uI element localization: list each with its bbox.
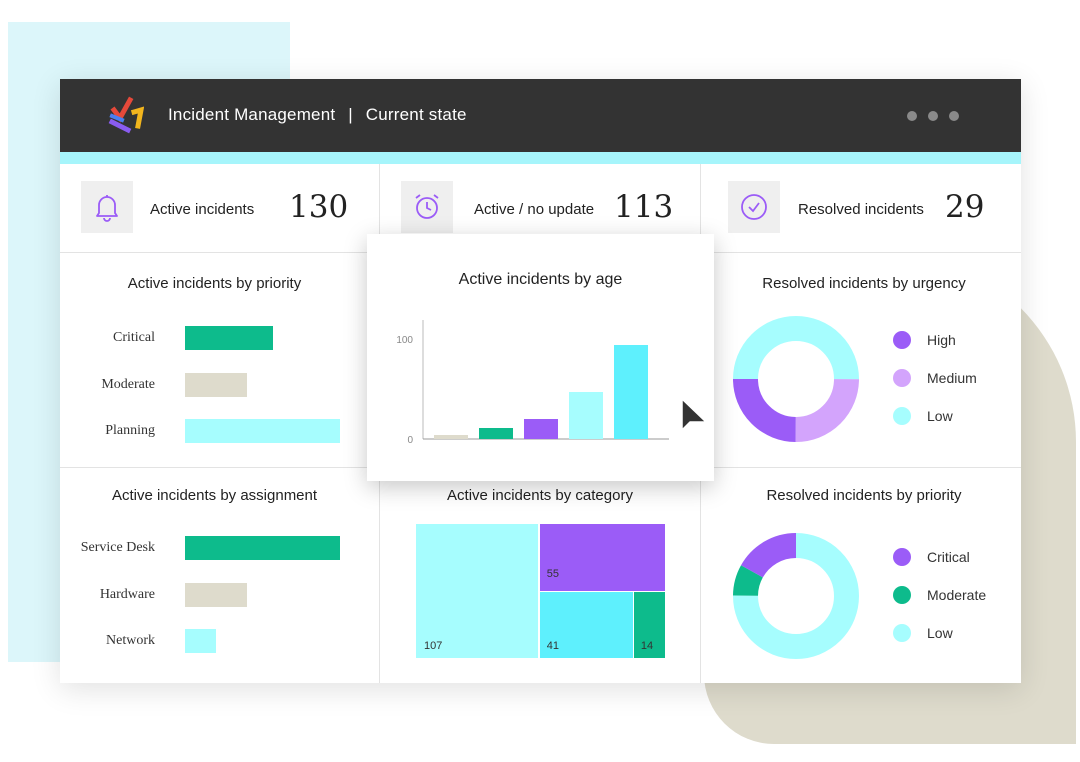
bar-label: Service Desk — [80, 540, 155, 555]
age-bar-chart[interactable]: 0 100 — [367, 234, 714, 481]
age-bar — [434, 435, 468, 439]
bar-label: Hardware — [99, 586, 155, 602]
kpi-label: Resolved incidents — [798, 201, 924, 218]
legend-label: Low — [927, 408, 953, 424]
age-bar — [569, 392, 603, 439]
kpi-value: 29 — [945, 189, 985, 225]
legend-label: Moderate — [927, 587, 987, 603]
kpi-value: 130 — [289, 189, 349, 225]
kpi-label: Active incidents — [150, 201, 255, 218]
legend-swatch — [893, 586, 911, 604]
urgency-donut-chart[interactable] — [733, 316, 859, 442]
y-tick-label: 100 — [396, 335, 413, 346]
bar — [185, 536, 340, 560]
bar — [185, 372, 247, 397]
window-title: Incident Management | Current state — [168, 105, 467, 125]
bell-icon — [81, 181, 133, 233]
kpi-resolved-incidents[interactable]: Resolved incidents 29 — [701, 164, 1021, 252]
panel-title-priority: Active incidents by priority — [127, 275, 302, 292]
treemap-cell — [538, 591, 633, 658]
treemap-cell — [538, 524, 665, 591]
treemap-value: 107 — [424, 640, 443, 652]
bar — [185, 326, 274, 350]
panel-title-assignment: Active incidents by assignment — [111, 487, 318, 504]
bar-label: Critical — [113, 330, 155, 345]
donut-slice — [733, 533, 859, 659]
age-bar — [479, 428, 513, 439]
view-name: Current state — [365, 105, 467, 124]
treemap-value: 41 — [546, 640, 560, 652]
panel-title-resolved-priority: Resolved incidents by priority — [766, 487, 962, 504]
title-separator: | — [348, 105, 353, 124]
treemap-value: 55 — [546, 568, 560, 580]
age-chart-popup[interactable]: Active incidents by age 0 100 — [367, 234, 714, 481]
bar-label: Network — [106, 633, 155, 648]
legend-swatch — [893, 369, 911, 387]
bar — [185, 419, 340, 443]
kpi-value: 113 — [614, 189, 674, 225]
y-tick-label: 0 — [407, 435, 413, 446]
kpi-label: Active / no update — [474, 201, 595, 218]
app-name: Incident Management — [168, 105, 336, 124]
legend-label: Medium — [927, 370, 977, 386]
legend-swatch — [893, 548, 911, 566]
donut-slice — [733, 316, 859, 442]
category-treemap[interactable]: 107 55 41 14 — [416, 524, 665, 658]
age-bar — [524, 419, 558, 439]
treemap-value: 14 — [640, 640, 654, 652]
title-bar: Incident Management | Current state — [60, 79, 1021, 152]
app-logo-icon — [108, 96, 144, 134]
legend-swatch — [893, 407, 911, 425]
age-bar — [614, 345, 648, 439]
alarm-clock-icon — [401, 181, 453, 233]
treemap-cell — [416, 524, 538, 658]
panel-title-age: Active incidents by age — [458, 271, 623, 288]
window-menu-button[interactable] — [907, 111, 959, 121]
legend-label: High — [927, 332, 956, 348]
bar-label: Planning — [105, 423, 155, 438]
donut-slice — [733, 316, 859, 442]
panel-title-urgency: Resolved incidents by urgency — [762, 275, 966, 292]
legend-swatch — [893, 624, 911, 642]
panel-title-category: Active incidents by category — [447, 487, 633, 504]
accent-strip — [60, 152, 1021, 164]
menu-dot-icon — [928, 111, 938, 121]
treemap-cell — [632, 591, 665, 658]
mouse-pointer-icon — [681, 398, 707, 431]
legend-swatch — [893, 331, 911, 349]
menu-dot-icon — [949, 111, 959, 121]
legend-label: Critical — [927, 549, 970, 565]
kpi-active-incidents[interactable]: Active incidents 130 — [60, 164, 379, 252]
resolved-priority-donut-chart[interactable] — [733, 533, 859, 659]
check-circle-icon — [728, 181, 780, 233]
menu-dot-icon — [907, 111, 917, 121]
bar — [185, 582, 247, 607]
legend-label: Low — [927, 625, 953, 641]
bar-label: Moderate — [101, 376, 155, 392]
bar — [185, 629, 216, 653]
